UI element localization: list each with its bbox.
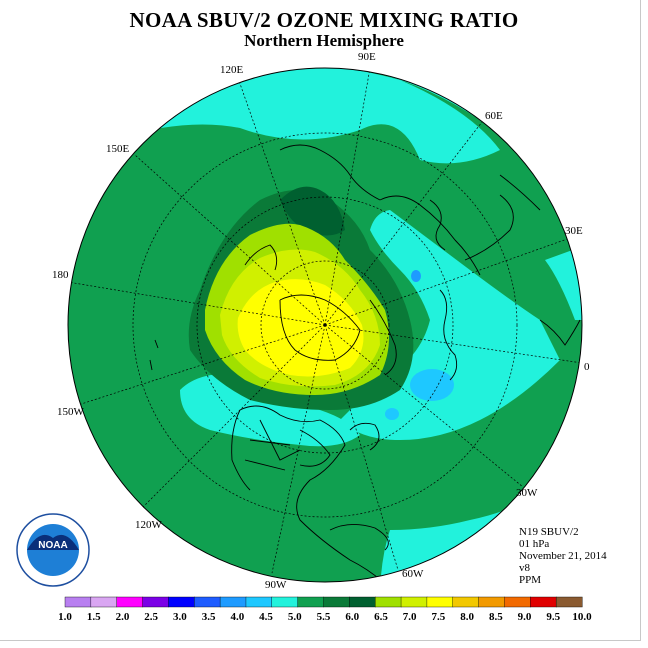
image-frame	[0, 0, 641, 641]
lon-label-60e: 60E	[485, 110, 503, 122]
lon-label-120e: 120E	[220, 64, 244, 76]
colorbar-swatch	[555, 596, 583, 608]
colorbar-swatch	[426, 596, 454, 608]
info-date: November 21, 2014	[519, 550, 607, 562]
colorbar-swatch	[219, 596, 247, 608]
colorbar-tick-label: 1.5	[87, 611, 101, 623]
colorbar-tick-label: 1.0	[58, 611, 72, 623]
colorbar-swatch	[530, 596, 557, 608]
info-instrument: N19 SBUV/2	[519, 526, 579, 538]
colorbar-swatch	[64, 596, 92, 608]
lon-label-150w: 150W	[57, 406, 85, 418]
colorbar-swatch	[349, 596, 376, 608]
colorbar-swatch	[323, 596, 350, 608]
colorbar-swatch	[245, 596, 273, 608]
colorbar-tick-label: 2.5	[144, 611, 158, 623]
ozone-band-6p0-north	[280, 186, 345, 236]
ozone-band-4p5-top2	[150, 68, 500, 164]
colorbar-tick-label: 6.0	[345, 611, 359, 623]
colorbar-tick-label: 3.0	[173, 611, 187, 623]
colorbar-swatch	[452, 596, 480, 608]
noaa-logo: NOAA	[16, 513, 90, 587]
colorbar-tick-label: 9.0	[518, 611, 532, 623]
ozone-band-4p0-a	[410, 369, 454, 401]
colorbar-tick-label: 5.5	[317, 611, 331, 623]
colorbar-swatch	[400, 596, 428, 608]
colorbar-tick-label: 6.5	[374, 611, 388, 623]
colorbar-tick-label: 2.0	[116, 611, 130, 623]
colorbar-tick-label: 8.5	[489, 611, 503, 623]
ozone-band-4p5-east-edge	[545, 240, 582, 320]
meridians	[68, 68, 582, 574]
colorbar-tick-label: 4.0	[230, 611, 244, 623]
colorbar-tick-label: 7.0	[403, 611, 417, 623]
colorbar-swatch	[142, 596, 169, 608]
colorbar-swatch	[375, 596, 402, 608]
colorbar-swatch	[194, 596, 221, 608]
info-level: 01 hPa	[519, 538, 550, 550]
lon-label-90w: 90W	[265, 579, 287, 591]
lon-label-120w: 120W	[135, 519, 163, 531]
parallels	[132, 132, 518, 518]
colorbar-swatch	[116, 596, 144, 608]
colorbar-swatch	[478, 596, 505, 608]
info-units: PPM	[519, 574, 542, 586]
map-subtitle: Northern Hemisphere	[244, 31, 404, 50]
colorbar-tick-label: 9.5	[546, 611, 560, 623]
coastlines	[149, 144, 581, 582]
colorbar-swatch	[504, 596, 531, 608]
noaa-logo-text: NOAA	[38, 540, 67, 551]
lon-label-60w: 60W	[402, 568, 424, 580]
colorbar-tick-label: 8.0	[460, 611, 474, 623]
info-version: v8	[519, 562, 530, 574]
colorbar-tick-label: 10.0	[572, 611, 592, 623]
colorbar-tick-label: 4.5	[259, 611, 273, 623]
colorbar-tick-label: 7.5	[432, 611, 446, 623]
colorbar-swatch	[168, 596, 195, 608]
ozone-band-4p5-west	[180, 374, 360, 447]
colorbar-tick-label: 5.0	[288, 611, 302, 623]
colorbar-swatch	[297, 596, 324, 608]
colorbar: 1.0 1.5 2.0 2.5 3.0 3.5 4.0 4.5 5.0 5.5 6.0 6.5 7.0 7…	[58, 596, 592, 623]
colorbar-tick-label: 3.5	[202, 611, 216, 623]
lon-label-180: 180	[52, 269, 69, 281]
lon-label-30e: 30E	[565, 225, 583, 237]
ozone-band-3p5-a	[411, 270, 421, 282]
map-title: NOAA SBUV/2 OZONE MIXING RATIO	[129, 8, 519, 32]
info-block: N19 SBUV/2 01 hPa November 21, 2014 v8 P…	[519, 526, 607, 586]
map-outline	[67, 67, 583, 583]
colorbar-swatch	[90, 596, 118, 608]
lon-label-0: 0	[584, 361, 590, 373]
lon-label-150e: 150E	[106, 143, 130, 155]
ozone-band-4p0-b	[385, 408, 399, 420]
colorbar-swatch	[271, 596, 299, 608]
lon-label-90e: 90E	[358, 51, 376, 63]
lon-label-30w: 30W	[516, 487, 538, 499]
